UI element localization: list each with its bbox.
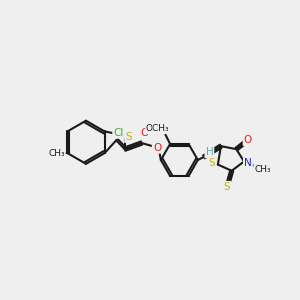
Text: CH₃: CH₃ [254,166,271,175]
Text: O: O [141,128,149,138]
Text: S: S [125,132,132,142]
Text: H: H [206,147,213,157]
Text: O: O [153,143,161,153]
Text: S: S [208,158,215,168]
Text: N: N [244,158,252,168]
Text: S: S [224,182,230,192]
Text: O: O [244,135,252,145]
Text: Cl: Cl [113,128,124,138]
Text: CH₃: CH₃ [48,148,65,158]
Text: OCH₃: OCH₃ [146,124,169,133]
